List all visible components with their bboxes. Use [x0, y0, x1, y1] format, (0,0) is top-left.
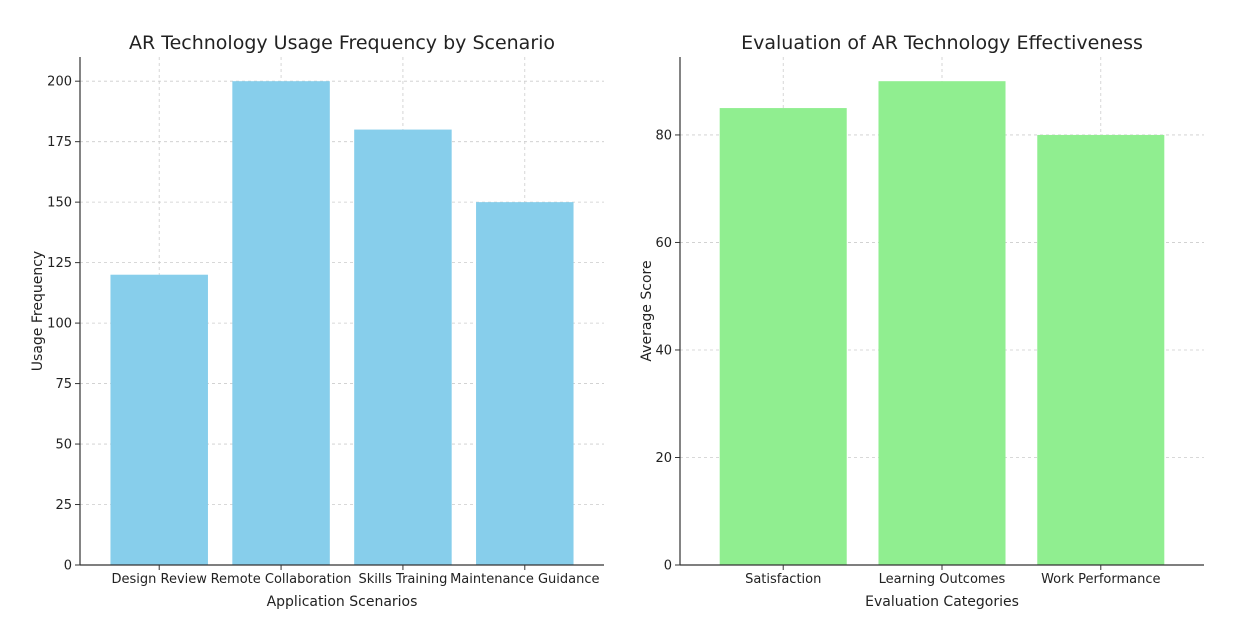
- x-tick-label: Work Performance: [1041, 572, 1160, 587]
- y-tick-label: 150: [47, 196, 72, 211]
- y-tick-label: 20: [655, 451, 672, 466]
- y-tick-label: 0: [64, 559, 72, 574]
- x-tick-label: Maintenance Guidance: [450, 572, 599, 587]
- x-tick-label: Learning Outcomes: [879, 572, 1006, 587]
- bar-learning-outcomes: [878, 81, 1006, 565]
- chart-title: AR Technology Usage Frequency by Scenari…: [129, 32, 555, 54]
- y-tick-label: 100: [47, 317, 72, 332]
- y-tick-label: 25: [55, 498, 72, 513]
- y-tick-label: 80: [655, 128, 672, 143]
- bar-design-review: [110, 274, 208, 565]
- x-axis-label: Application Scenarios: [267, 594, 418, 610]
- y-tick-label: 0: [664, 559, 672, 574]
- y-axis-label: Usage Frequency: [30, 251, 46, 371]
- bar-remote-collaboration: [232, 81, 330, 565]
- y-tick-label: 50: [55, 438, 72, 453]
- x-tick-label: Satisfaction: [745, 572, 821, 587]
- bar-skills-training: [354, 129, 452, 566]
- y-tick-label: 75: [55, 377, 72, 392]
- y-tick-label: 60: [655, 236, 672, 251]
- y-tick-label: 125: [47, 256, 72, 271]
- chart-panel-2: 0 20 40 60 80 Satisfaction Learning Outcomes Wo…: [639, 32, 1204, 610]
- x-tick-label: Skills Training: [359, 572, 448, 587]
- bar-work-performance: [1037, 134, 1165, 565]
- x-tick-label: Remote Collaboration: [211, 572, 352, 587]
- chart-title: Evaluation of AR Technology Effectivenes…: [741, 32, 1143, 54]
- x-tick-label: Design Review: [112, 572, 208, 587]
- chart-panel-1: 0 25 50 75 100 125 150 175 200 Design Review Remot…: [30, 32, 604, 610]
- y-tick-label: 200: [47, 75, 72, 90]
- y-tick-label: 175: [47, 135, 72, 150]
- y-tick-label: 40: [655, 343, 672, 358]
- bar-maintenance-guidance: [476, 202, 574, 565]
- x-axis-label: Evaluation Categories: [865, 594, 1019, 610]
- y-axis-label: Average Score: [639, 260, 655, 361]
- bar-satisfaction: [719, 108, 847, 565]
